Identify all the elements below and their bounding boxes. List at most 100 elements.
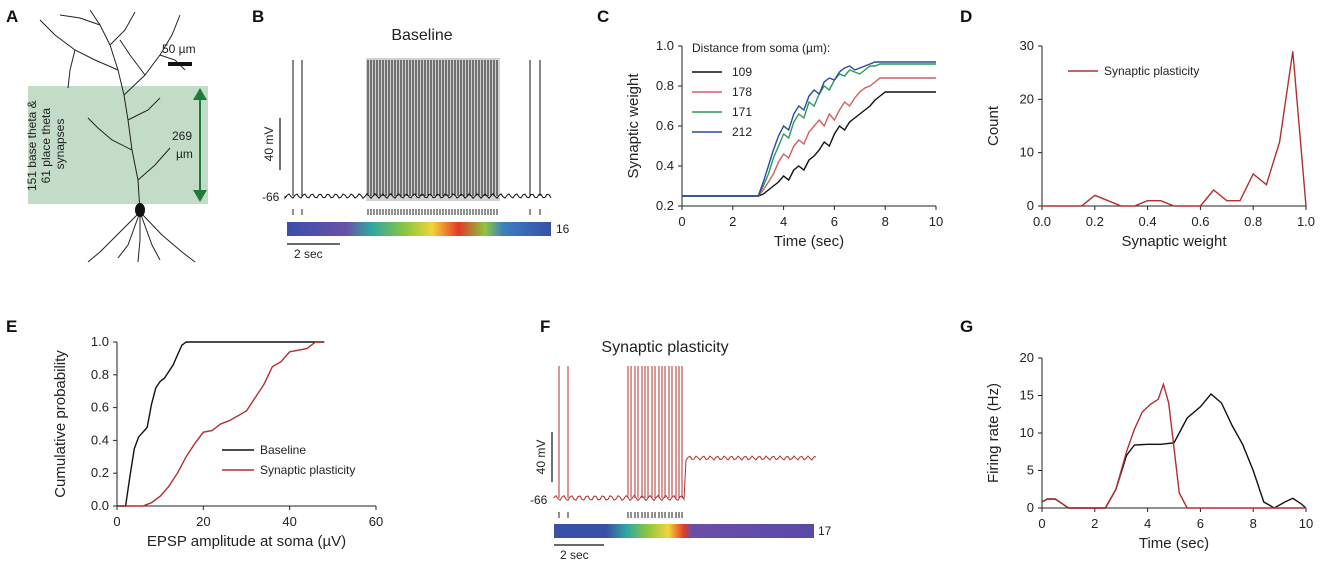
series-line-171: [682, 63, 936, 197]
membrane-potential: [553, 455, 817, 502]
x-tick-label: 0: [113, 514, 120, 529]
y-tick-label: 5: [1027, 463, 1034, 478]
arrow-down-icon: [193, 190, 207, 202]
chart-d: D 0.0 0.2 0.4 0.6 0.8 1.0 0 10 20 30 Synaptic weigh…: [960, 7, 1315, 250]
chart-c: C 0 2 4 6 8 10 0.2 0.4 0.6 0.8 1.0 Time (sec) Synapti…: [597, 7, 943, 250]
series-line-212: [682, 61, 936, 197]
panel-label-f: F: [540, 317, 550, 336]
legend-entry: 212: [732, 125, 752, 139]
y-tick-label: 10: [1020, 425, 1034, 440]
x-tick-label: 0.4: [1139, 214, 1157, 229]
panel-label-e: E: [6, 317, 17, 336]
y-tick-label: 0.2: [91, 465, 109, 480]
series-line-178: [682, 77, 936, 197]
color-max-label: 16: [556, 222, 570, 236]
x-tick-label: 1.0: [1297, 214, 1315, 229]
x-tick-label: 8: [882, 214, 889, 229]
spike-raster-plasticity: [558, 512, 683, 518]
legend-entry: 178: [732, 85, 752, 99]
region-text-line2: 61 place theta: [39, 108, 53, 184]
x-axis-label: EPSP amplitude at soma (µV): [147, 533, 346, 550]
y-axis-label: Synaptic weight: [625, 73, 642, 179]
x-tick-label: 8: [1250, 516, 1257, 531]
x-tick-label: 4: [780, 214, 787, 229]
x-tick-label: 0: [1038, 516, 1045, 531]
panel-b: B Baseline 40 mV -66 16 2 sec: [252, 7, 570, 261]
neuron-morphology: [39, 9, 196, 263]
membrane-potential: [284, 193, 552, 200]
color-bar-plasticity: [554, 524, 814, 538]
x-tick-label: 60: [369, 514, 383, 529]
scale-bar-label: 50 µm: [162, 42, 196, 56]
region-text-line1: 151 base theta &: [25, 100, 39, 191]
x-tick-label: 2: [1091, 516, 1098, 531]
synapse-region: [28, 86, 208, 204]
x-tick-label: 20: [196, 514, 210, 529]
legend-entry: Synaptic plasticity: [260, 463, 355, 477]
y-tick-label: 0: [1027, 500, 1034, 515]
y-axis-label: Count: [985, 105, 1002, 146]
svg-text:151 base theta & 61 plac: 151 base theta & 61 place theta synapses: [25, 97, 67, 191]
legend-entry: Synaptic plasticity: [1104, 64, 1199, 78]
scale-mv-label-f: 40 mV: [534, 440, 548, 475]
panel-label-d: D: [960, 7, 972, 26]
legend-title: Distance from soma (µm):: [692, 41, 830, 55]
series-line-synaptic-plasticity: [1041, 381, 1306, 509]
y-tick-label: 0.4: [656, 158, 674, 173]
distance-value: 269: [172, 129, 192, 143]
x-tick-label: 0.8: [1244, 214, 1262, 229]
panel-f-title: Synaptic plasticity: [601, 339, 728, 356]
color-bar-baseline: [287, 222, 551, 236]
y-tick-label: 20: [1020, 91, 1034, 106]
x-tick-label: 0.0: [1033, 214, 1051, 229]
time-scale-label-f: 2 sec: [560, 548, 589, 562]
baseline-mv-label: -66: [262, 190, 280, 204]
x-tick-label: 10: [1299, 516, 1313, 531]
y-tick-label: 0.6: [656, 118, 674, 133]
voltage-trace-plasticity: [553, 366, 817, 502]
legend-entry: 109: [732, 65, 752, 79]
x-axis-label: Time (sec): [774, 233, 844, 250]
chart-g: G 0 2 4 6 8 10 0 5 10 15 20 Time (sec) Firing rate (H…: [960, 317, 1313, 552]
x-tick-label: 4: [1144, 516, 1151, 531]
y-tick-label: 0.8: [656, 78, 674, 93]
y-tick-label: 0.4: [91, 432, 109, 447]
y-tick-label: 1.0: [656, 38, 674, 53]
time-scale-label: 2 sec: [294, 247, 323, 261]
x-tick-label: 10: [929, 214, 943, 229]
y-tick-label: 0.0: [91, 498, 109, 513]
x-axis-label: Time (sec): [1139, 535, 1209, 552]
panel-label-b: B: [252, 7, 264, 26]
y-tick-label: 30: [1020, 38, 1034, 53]
y-axis-label: Cumulative probability: [52, 350, 69, 498]
y-tick-label: 0.2: [656, 198, 674, 213]
color-max-label-f: 17: [818, 524, 832, 538]
panel-label-c: C: [597, 7, 609, 26]
x-tick-label: 6: [831, 214, 838, 229]
series-line-synaptic-plasticity: [117, 341, 325, 507]
y-tick-label: 10: [1020, 145, 1034, 160]
x-tick-label: 0.6: [1191, 214, 1209, 229]
y-tick-label: 20: [1020, 350, 1034, 365]
y-tick-label: 0: [1027, 198, 1034, 213]
panel-label-g: G: [960, 317, 973, 336]
y-axis-label: Firing rate (Hz): [985, 383, 1002, 483]
scale-bar: [168, 62, 192, 66]
legend-entry: 171: [732, 105, 752, 119]
series-line-synaptic-plasticity: [1042, 51, 1307, 207]
baseline-mv-label-f: -66: [530, 493, 548, 507]
legend-entry: Baseline: [260, 443, 306, 457]
region-text-line3: synapses: [53, 119, 67, 170]
soma: [135, 203, 145, 217]
x-tick-label: 0: [678, 214, 685, 229]
panel-label-a: A: [6, 7, 18, 26]
series-line-baseline: [117, 341, 325, 507]
place-field-shading: [366, 58, 500, 201]
y-tick-label: 1.0: [91, 334, 109, 349]
scale-mv-label: 40 mV: [262, 127, 276, 162]
arrow-up-icon: [193, 88, 207, 100]
spike-raster-baseline: [292, 209, 541, 215]
panel-b-title: Baseline: [391, 27, 452, 44]
y-tick-label: 0.6: [91, 400, 109, 415]
